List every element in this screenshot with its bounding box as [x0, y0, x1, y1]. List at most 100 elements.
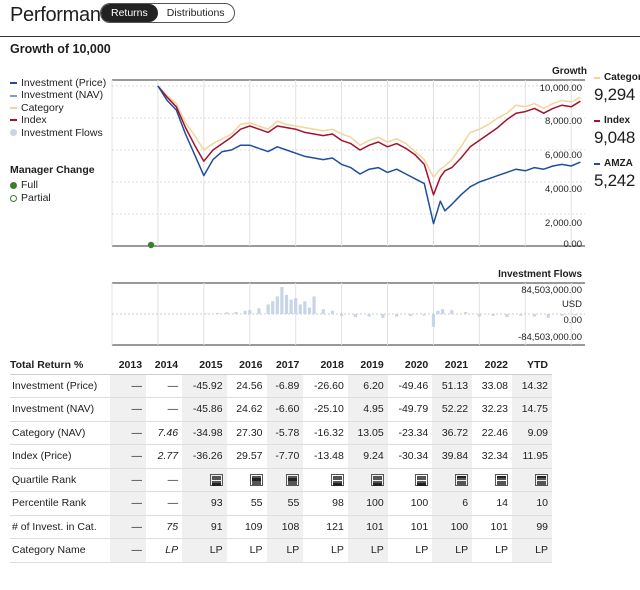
partial-pin-icon — [10, 195, 17, 202]
legend-investment-flows[interactable]: Investment Flows — [10, 127, 106, 139]
table-cell: 11.95 — [512, 444, 552, 469]
table-cell: 6 — [432, 491, 473, 516]
table-cell: 14.75 — [512, 397, 552, 422]
flow-bar — [519, 314, 523, 316]
table-cell: -13.48 — [303, 444, 348, 469]
table-cell: 9.24 — [347, 444, 388, 469]
flow-bar — [234, 312, 238, 314]
flow-bar — [477, 314, 481, 317]
table-cell: -34.98 — [182, 421, 227, 445]
series-line-icon — [594, 162, 600, 165]
table-cell: -30.34 — [387, 444, 433, 469]
flow-bar — [289, 299, 293, 314]
manager-change-full-pin — [147, 241, 155, 249]
series-line-icon — [594, 119, 600, 122]
table-cell: -5.78 — [266, 421, 304, 445]
table-cell: LP — [387, 538, 433, 563]
table-cell: 99 — [512, 515, 552, 539]
flow-bar — [294, 298, 298, 314]
flows-unit: USD — [561, 299, 582, 310]
year-header: 2022 — [472, 357, 513, 375]
flow-bar — [340, 314, 344, 316]
y-tick: 6,000.00 — [545, 150, 582, 161]
series-line-icon — [594, 76, 600, 79]
series-line-index — [157, 85, 581, 196]
table-cell: 14 — [472, 491, 513, 516]
legend-index[interactable]: Index — [10, 114, 106, 126]
table-cell: LP — [432, 538, 473, 563]
table-cell: 29.57 — [226, 444, 267, 469]
flows-title: Investment Flows — [498, 269, 582, 280]
table-cell: 7.46 — [146, 421, 183, 445]
quartile-rank-icon — [209, 473, 223, 487]
table-cell: — — [146, 491, 183, 516]
flow-bar — [441, 309, 445, 314]
table-cell: -25.10 — [303, 397, 348, 422]
flow-bar — [422, 314, 426, 316]
series-label-category: Category 9,294 — [594, 72, 640, 104]
y-tick: 10,000.00 — [539, 83, 582, 94]
legend-category[interactable]: Category — [10, 102, 106, 114]
table-cell: — — [146, 374, 183, 398]
legend-investment-nav[interactable]: Investment (NAV) — [10, 89, 106, 101]
table-cell: -6.89 — [266, 374, 304, 398]
table-cell: -45.92 — [182, 374, 227, 398]
table-cell: 32.34 — [472, 444, 513, 469]
table-cell: 101 — [347, 515, 388, 539]
flow-bar — [303, 301, 307, 314]
table-cell: 51.13 — [432, 374, 473, 398]
table-cell: 100 — [387, 491, 433, 516]
table-cell: -16.32 — [303, 421, 348, 445]
table-cell: — — [146, 468, 183, 492]
table-cell — [182, 468, 227, 492]
tab-returns[interactable]: Returns — [101, 4, 158, 22]
table-cell: -49.46 — [387, 374, 433, 398]
legend-investment-price[interactable]: Investment (Price) — [10, 77, 106, 89]
quartile-rank-icon — [495, 473, 509, 486]
header-divider — [0, 36, 640, 37]
series-label-amza: AMZA 5,242 — [594, 158, 636, 190]
flow-bar — [248, 310, 252, 314]
table-cell — [512, 468, 552, 492]
growth-chart[interactable] — [0, 60, 640, 360]
year-header: 2019 — [347, 357, 388, 375]
table-cell: 75 — [146, 515, 183, 539]
table-cell: -6.60 — [266, 397, 304, 422]
table-row: Investment (NAV) — — -45.86 24.62 -6.60 -25.10… — [10, 397, 552, 422]
year-header: 2020 — [387, 357, 433, 375]
table-cell: 98 — [303, 491, 348, 516]
quartile-rank-icon — [330, 473, 344, 487]
year-header: 2017 — [266, 357, 304, 375]
flow-bar — [381, 314, 385, 318]
table-cell: 13.05 — [347, 421, 388, 445]
y-tick: 0.00 — [563, 239, 583, 250]
series-line-amza — [157, 85, 581, 225]
tab-distributions[interactable]: Distributions — [166, 7, 225, 19]
flow-bar — [367, 314, 371, 317]
table-cell: 14.32 — [512, 374, 552, 398]
row-label: Percentile Rank — [10, 491, 110, 516]
chart-legend: Investment (Price) Investment (NAV) Cate… — [10, 77, 106, 139]
full-pin-icon — [10, 182, 17, 189]
y-tick: 2,000.00 — [545, 218, 582, 229]
flow-bar — [491, 314, 495, 316]
table-cell: 39.84 — [432, 444, 473, 469]
table-cell: — — [110, 468, 147, 492]
flows-tick: 0.00 — [563, 315, 583, 326]
table-cell: -7.70 — [266, 444, 304, 469]
quartile-rank-icon — [286, 473, 300, 486]
table-cell: 32.23 — [472, 397, 513, 422]
table-cell: — — [110, 397, 147, 422]
growth-axis-title: Growth — [552, 66, 587, 77]
table-cell: 91 — [182, 515, 227, 539]
table-cell — [266, 468, 304, 492]
table-body: Investment (Price) — — -45.92 24.56 -6.89 -26.… — [10, 374, 552, 563]
row-label: Category Name — [10, 538, 110, 563]
flow-bar — [206, 313, 211, 315]
table-row: Investment (Price) — — -45.92 24.56 -6.89 -26.… — [10, 374, 552, 398]
table-cell: LP — [472, 538, 513, 563]
table-row: Index (Price) —2.77 -36.26 29.57 -7.70 -13.48… — [10, 444, 552, 469]
year-header: 2016 — [226, 357, 267, 375]
table-cell: LP — [266, 538, 304, 563]
table-row: Category (NAV) —7.46 -34.98 27.30 -5.78 -16.3… — [10, 421, 552, 445]
